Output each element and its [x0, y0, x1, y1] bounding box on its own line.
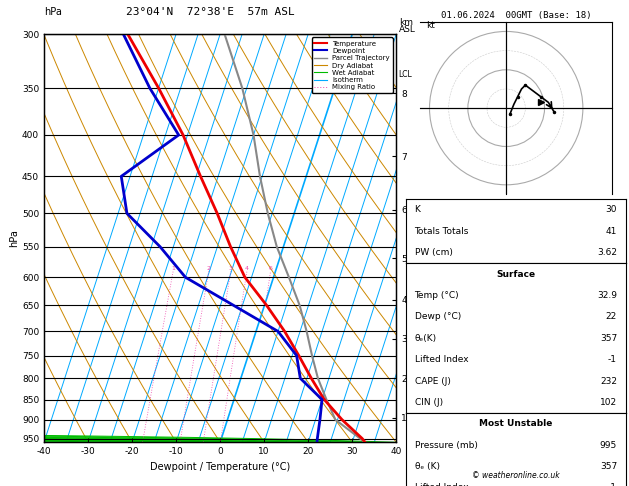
Text: 41: 41	[606, 227, 617, 236]
Text: 1: 1	[171, 266, 175, 271]
Text: 995: 995	[600, 441, 617, 450]
Text: θₑ(K): θₑ(K)	[415, 334, 437, 343]
Text: Lifted Index: Lifted Index	[415, 484, 468, 486]
Text: 102: 102	[600, 398, 617, 407]
Text: kt: kt	[426, 20, 435, 30]
X-axis label: Dewpoint / Temperature (°C): Dewpoint / Temperature (°C)	[150, 462, 290, 472]
Text: 4: 4	[245, 266, 249, 271]
Text: 3: 3	[229, 266, 233, 271]
Text: 3.62: 3.62	[597, 248, 617, 257]
Text: 2: 2	[207, 266, 211, 271]
Text: Surface: Surface	[496, 270, 535, 278]
Text: PW (cm): PW (cm)	[415, 248, 452, 257]
Text: km: km	[399, 17, 413, 27]
Text: Temp (°C): Temp (°C)	[415, 291, 459, 300]
Text: ASL: ASL	[399, 25, 416, 34]
Text: hPa: hPa	[44, 7, 62, 17]
Text: θₑ (K): θₑ (K)	[415, 462, 440, 471]
Text: Pressure (mb): Pressure (mb)	[415, 441, 477, 450]
Text: 232: 232	[600, 377, 617, 385]
Text: Totals Totals: Totals Totals	[415, 227, 469, 236]
Text: Lifted Index: Lifted Index	[415, 355, 468, 364]
Text: -1: -1	[608, 355, 617, 364]
Text: © weatheronline.co.uk: © weatheronline.co.uk	[472, 470, 560, 480]
Text: CIN (J): CIN (J)	[415, 398, 443, 407]
Text: 357: 357	[600, 462, 617, 471]
Text: CAPE (J): CAPE (J)	[415, 377, 450, 385]
Text: -1: -1	[608, 484, 617, 486]
Text: LCL: LCL	[398, 70, 412, 79]
Text: 357: 357	[600, 334, 617, 343]
Text: K: K	[415, 206, 420, 214]
Text: 6: 6	[269, 266, 272, 271]
Text: Most Unstable: Most Unstable	[479, 419, 552, 428]
Text: 22: 22	[606, 312, 617, 321]
Text: 01.06.2024  00GMT (Base: 18): 01.06.2024 00GMT (Base: 18)	[440, 11, 591, 20]
Text: Dewp (°C): Dewp (°C)	[415, 312, 461, 321]
Text: 32.9: 32.9	[597, 291, 617, 300]
Text: 23°04'N  72°38'E  57m ASL: 23°04'N 72°38'E 57m ASL	[126, 7, 294, 17]
Legend: Temperature, Dewpoint, Parcel Trajectory, Dry Adiabat, Wet Adiabat, Isotherm, Mi: Temperature, Dewpoint, Parcel Trajectory…	[311, 37, 392, 93]
Text: 30: 30	[606, 206, 617, 214]
Y-axis label: hPa: hPa	[9, 229, 19, 247]
